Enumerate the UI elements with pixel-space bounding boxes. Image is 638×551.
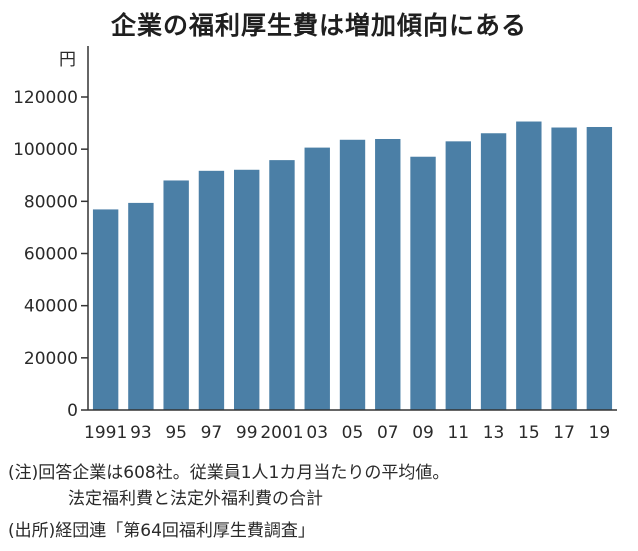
- bar-chart: 0 20000 40000 60000 80000 100000 120000 1991 93…: [13, 46, 617, 443]
- y-tick-label: 80000: [24, 192, 78, 212]
- bars: [92, 121, 613, 410]
- bar-03: [304, 147, 330, 410]
- x-axis: 1991 93 95 97 99 2001 03 05 07 09 11 13 15 17 19: [84, 409, 617, 443]
- x-tick-label: 03: [306, 423, 328, 443]
- x-tick-label: 11: [447, 423, 469, 443]
- bar-05: [339, 139, 366, 410]
- y-tick-label: 40000: [24, 297, 78, 317]
- bar-99: [234, 169, 260, 410]
- x-tick-label: 19: [589, 423, 611, 443]
- bar-09: [410, 156, 436, 410]
- bar-17: [551, 127, 577, 410]
- x-tick-label: 2001: [260, 423, 303, 443]
- x-tick-label: 09: [412, 423, 434, 443]
- chart-title: 企業の福利厚生費は増加傾向にある: [110, 11, 527, 40]
- y-tick-label: 20000: [24, 349, 78, 369]
- note-line-2: 法定福利費と法定外福利費の合計: [68, 489, 323, 509]
- y-tick-label: 120000: [13, 88, 78, 108]
- note-line-1: (注)回答企業は608社。従業員1人1カ月当たりの平均値。: [8, 463, 450, 483]
- bar-07: [375, 138, 401, 410]
- bar-13: [480, 133, 507, 410]
- bar-11: [445, 141, 471, 410]
- y-tick-label: 60000: [24, 245, 78, 265]
- bar-95: [163, 180, 189, 410]
- y-axis: 0 20000 40000 60000 80000 100000 120000: [13, 46, 89, 421]
- x-tick-label: 95: [165, 423, 187, 443]
- bar-19: [586, 126, 613, 410]
- x-tick-label: 93: [130, 423, 152, 443]
- x-tick-label: 99: [236, 423, 258, 443]
- bar-93: [128, 202, 154, 410]
- x-tick-label: 17: [553, 423, 575, 443]
- bar-15: [516, 121, 542, 410]
- x-tick-label: 05: [342, 423, 364, 443]
- x-tick-label: 15: [518, 423, 540, 443]
- x-tick-label: 07: [377, 423, 399, 443]
- source-note: (出所)経団連「第64回福利厚生費調査」: [8, 521, 315, 541]
- bar-97: [198, 170, 225, 410]
- bar-2001: [269, 160, 295, 410]
- x-tick-label: 97: [201, 423, 223, 443]
- y-axis-unit-label: 円: [59, 50, 76, 70]
- x-tick-label: 1991: [84, 423, 127, 443]
- x-tick-label: 13: [483, 423, 505, 443]
- y-tick-label: 0: [67, 401, 78, 421]
- bar-1991: [92, 209, 119, 410]
- y-tick-label: 100000: [13, 140, 78, 160]
